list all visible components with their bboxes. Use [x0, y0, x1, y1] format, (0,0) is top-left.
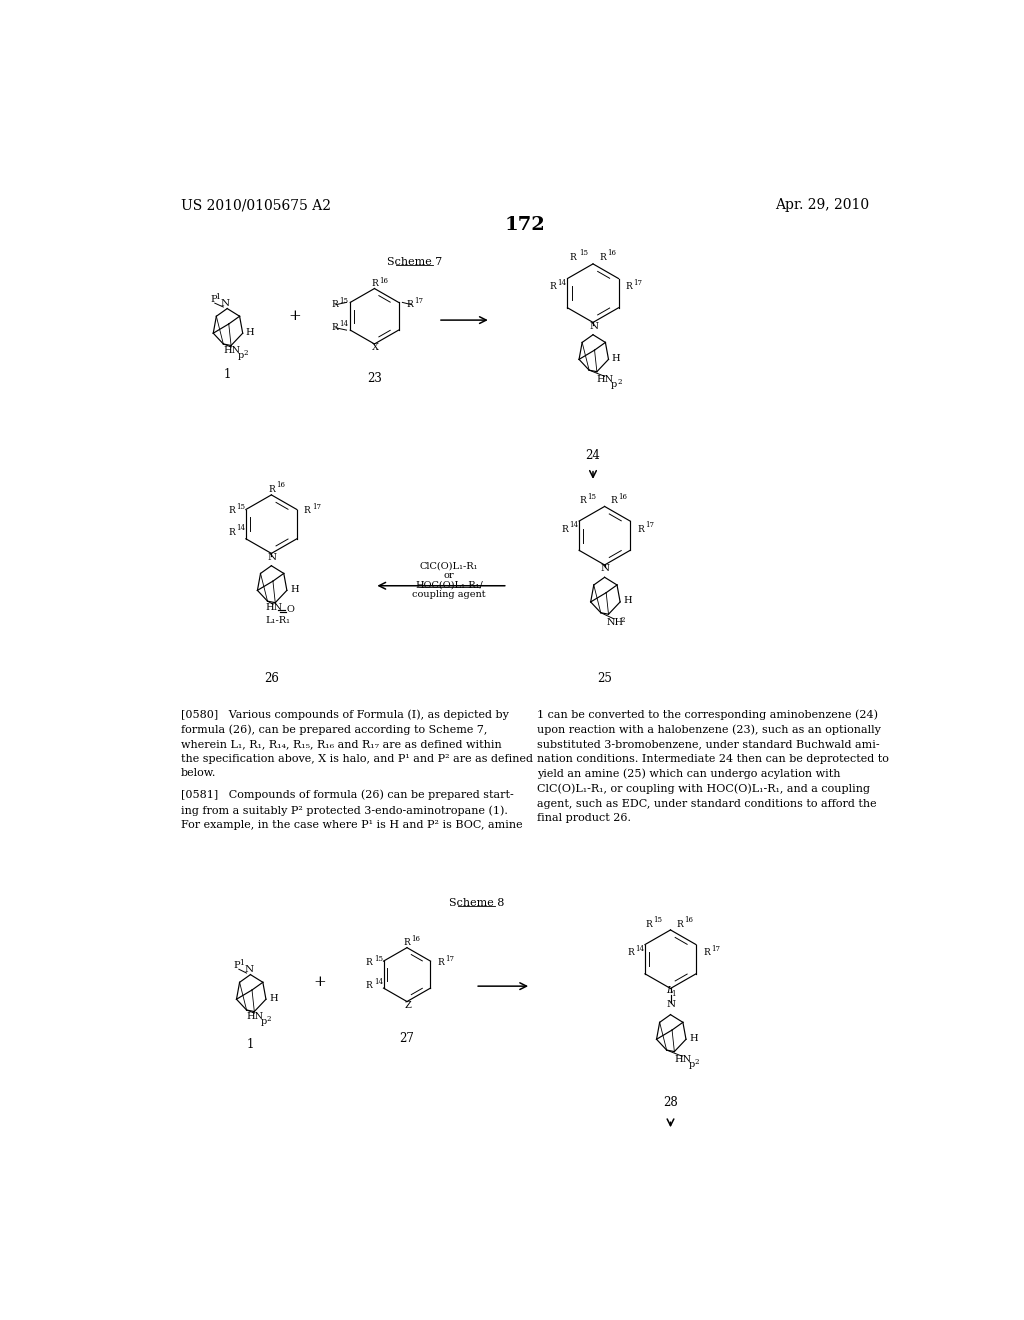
Text: R: R [331, 323, 338, 333]
Text: 15: 15 [374, 954, 383, 962]
Text: H: H [290, 585, 299, 594]
Text: p: p [611, 380, 617, 389]
Text: R: R [703, 948, 710, 957]
Text: 2: 2 [694, 1057, 699, 1067]
Text: H: H [689, 1034, 697, 1043]
Text: H: H [624, 597, 632, 606]
Text: 16: 16 [379, 277, 388, 285]
Text: coupling agent: coupling agent [412, 590, 485, 598]
Text: +: + [313, 975, 327, 989]
Text: 24: 24 [586, 449, 600, 462]
Text: N: N [245, 965, 253, 974]
Text: R: R [228, 507, 234, 515]
Text: R: R [228, 528, 234, 537]
Text: 28: 28 [664, 1096, 678, 1109]
Text: Apr. 29, 2010: Apr. 29, 2010 [775, 198, 869, 213]
Text: 16: 16 [684, 916, 693, 924]
Text: L₁-R₁: L₁-R₁ [265, 615, 290, 624]
Text: R: R [580, 496, 587, 506]
Text: 15: 15 [339, 297, 348, 305]
Text: p: p [688, 1060, 694, 1069]
Text: R: R [627, 948, 634, 957]
Text: 14: 14 [569, 521, 578, 529]
Text: N: N [589, 322, 598, 330]
Text: H: H [246, 327, 254, 337]
Text: R: R [437, 958, 444, 968]
Text: 14: 14 [374, 978, 383, 986]
Text: p: p [238, 351, 244, 360]
Text: N: N [667, 1001, 676, 1008]
Text: 2: 2 [617, 378, 622, 385]
Text: N: N [221, 300, 230, 309]
Text: R: R [677, 920, 683, 929]
Text: R: R [646, 920, 652, 929]
Text: R: R [637, 525, 644, 533]
Text: HN: HN [597, 375, 614, 384]
Text: 172: 172 [505, 216, 545, 234]
Text: HN: HN [223, 346, 241, 355]
Text: R: R [407, 300, 413, 309]
Text: 2: 2 [266, 1015, 271, 1023]
Text: 1: 1 [240, 960, 245, 968]
Text: R: R [331, 300, 338, 309]
Text: H: H [611, 354, 621, 363]
Text: +: + [288, 309, 301, 323]
Text: 16: 16 [607, 249, 616, 257]
Text: 17: 17 [711, 945, 720, 953]
Text: R: R [372, 280, 378, 288]
Text: p: p [260, 1016, 267, 1026]
Text: HN: HN [675, 1056, 691, 1064]
Text: 1: 1 [247, 1038, 254, 1051]
Text: L: L [666, 986, 673, 995]
Text: US 2010/0105675 A2: US 2010/0105675 A2 [180, 198, 331, 213]
Text: 17: 17 [311, 503, 321, 511]
Text: 14: 14 [339, 321, 348, 329]
Text: [0580]   Various compounds of Formula (I), as depicted by
formula (26), can be p: [0580] Various compounds of Formula (I),… [180, 709, 532, 777]
Text: R: R [268, 484, 275, 494]
Text: 16: 16 [618, 492, 628, 500]
Text: [0581]   Compounds of formula (26) can be prepared start-
ing from a suitably P²: [0581] Compounds of formula (26) can be … [180, 789, 522, 830]
Text: P: P [233, 961, 240, 970]
Text: HN: HN [247, 1012, 264, 1022]
Text: 14: 14 [635, 945, 644, 953]
Text: 17: 17 [645, 521, 654, 529]
Text: R: R [561, 525, 568, 533]
Text: 26: 26 [264, 672, 279, 685]
Text: HN: HN [265, 603, 283, 612]
Text: ClC(O)L₁-R₁: ClC(O)L₁-R₁ [420, 562, 478, 570]
Text: R: R [626, 282, 632, 292]
Text: NH: NH [606, 618, 624, 627]
Text: X: X [372, 343, 379, 352]
Text: Z: Z [404, 1001, 412, 1010]
Text: R: R [366, 958, 373, 968]
Text: 14: 14 [557, 279, 566, 286]
Text: 14: 14 [236, 524, 245, 532]
Text: 2: 2 [244, 348, 248, 356]
Text: R: R [550, 282, 556, 292]
Text: 17: 17 [414, 297, 423, 305]
Text: N: N [267, 553, 276, 561]
Text: 16: 16 [412, 936, 421, 944]
Text: 23: 23 [367, 372, 382, 384]
Text: N: N [601, 564, 610, 573]
Text: R: R [569, 253, 577, 263]
Text: 16: 16 [276, 482, 285, 490]
Text: Scheme 7: Scheme 7 [387, 257, 442, 267]
Text: R: R [611, 496, 617, 506]
Text: P: P [210, 296, 217, 305]
Text: 1: 1 [216, 293, 220, 301]
Text: H: H [269, 994, 278, 1003]
Text: 1: 1 [223, 368, 230, 381]
Text: 2: 2 [621, 616, 625, 624]
Text: R: R [366, 982, 373, 990]
Text: R: R [599, 253, 606, 263]
Text: 15: 15 [579, 249, 588, 257]
Text: 27: 27 [399, 1032, 415, 1045]
Text: O: O [286, 605, 294, 614]
Text: 15: 15 [588, 492, 597, 500]
Text: R: R [304, 507, 310, 515]
Text: HOC(O)L₁-R₁/: HOC(O)L₁-R₁/ [415, 581, 482, 589]
Text: Scheme 8: Scheme 8 [450, 898, 505, 908]
Text: 25: 25 [597, 672, 612, 685]
Text: 1 can be converted to the corresponding aminobenzene (24)
upon reaction with a h: 1 can be converted to the corresponding … [538, 709, 889, 822]
